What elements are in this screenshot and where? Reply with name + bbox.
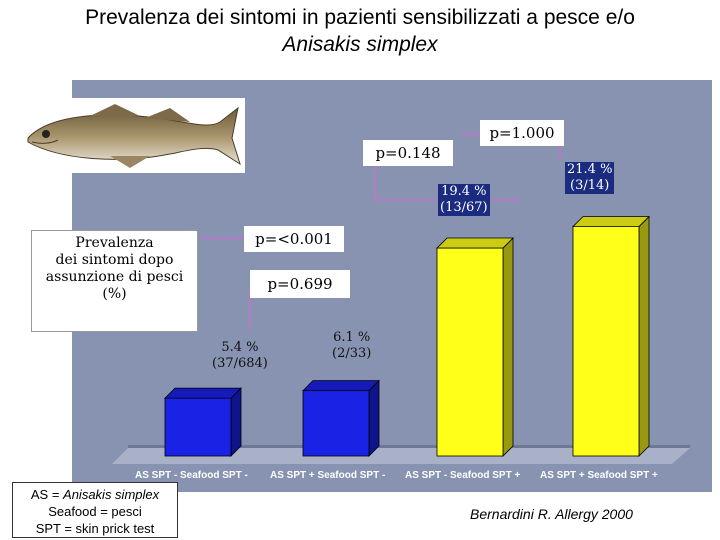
legend-line2: dei sintomi dopo <box>55 252 174 268</box>
value-label-2: 6.1 % (2/33) <box>332 330 372 361</box>
x-tick-label-4: AS SPT + Seafood SPT + <box>540 470 658 481</box>
chart-title: Prevalenza dei sintomi in pazienti sensi… <box>0 4 720 58</box>
bar-2 <box>302 390 370 457</box>
bar-2-side <box>368 379 380 457</box>
value-label-1: 5.4 % (37/684) <box>212 340 268 371</box>
chart-wall-edge <box>128 445 690 448</box>
y-axis-description: Prevalenza dei sintomi dopo assunzione d… <box>31 230 198 332</box>
pvalue-label-3: p=<0.001 <box>244 226 344 252</box>
citation: Bernardini R. Allergy 2000 <box>470 506 633 522</box>
x-tick-label-1: AS SPT - Seafood SPT - <box>135 470 248 481</box>
bar-4 <box>572 226 640 457</box>
bar-3 <box>436 247 504 457</box>
x-tick-label-2: AS SPT + Seafood SPT - <box>270 470 386 481</box>
bar-3-top <box>436 237 514 249</box>
abbr-seafood: Seafood = pesci <box>48 504 142 519</box>
value-label-4: 21.4 % (3/14) <box>565 162 615 194</box>
title-line2: Anisakis simplex <box>282 33 438 56</box>
value-label-3: 19.4 % (13/67) <box>438 184 490 216</box>
pvalue-label-4: p=0.699 <box>250 270 350 298</box>
legend-line1: Prevalenza <box>75 235 154 251</box>
chart-floor <box>112 448 690 464</box>
bar-1 <box>164 397 232 457</box>
bar-4-side <box>638 215 650 457</box>
x-tick-label-3: AS SPT - Seafood SPT + <box>405 470 521 481</box>
bar-1-top <box>164 387 242 399</box>
abbr-spt: SPT = skin prick test <box>35 521 155 536</box>
bar-1-side <box>230 387 242 457</box>
fish-icon <box>20 98 245 173</box>
pvalue-label-1: p=0.148 <box>363 140 453 166</box>
bar-2-top <box>302 380 380 392</box>
title-line1: Prevalenza dei sintomi in pazienti sensi… <box>85 6 635 29</box>
bar-3-side <box>502 237 514 457</box>
legend-line4: (%) <box>102 286 127 302</box>
abbreviation-box: AS = Anisakis simplex Seafood = pesci SP… <box>12 482 178 538</box>
bar-4-top <box>572 216 650 227</box>
legend-line3: assunzione di pesci <box>45 269 184 285</box>
abbr-as: AS = Anisakis simplex <box>30 487 160 502</box>
pvalue-label-2: p=1.000 <box>480 120 564 146</box>
